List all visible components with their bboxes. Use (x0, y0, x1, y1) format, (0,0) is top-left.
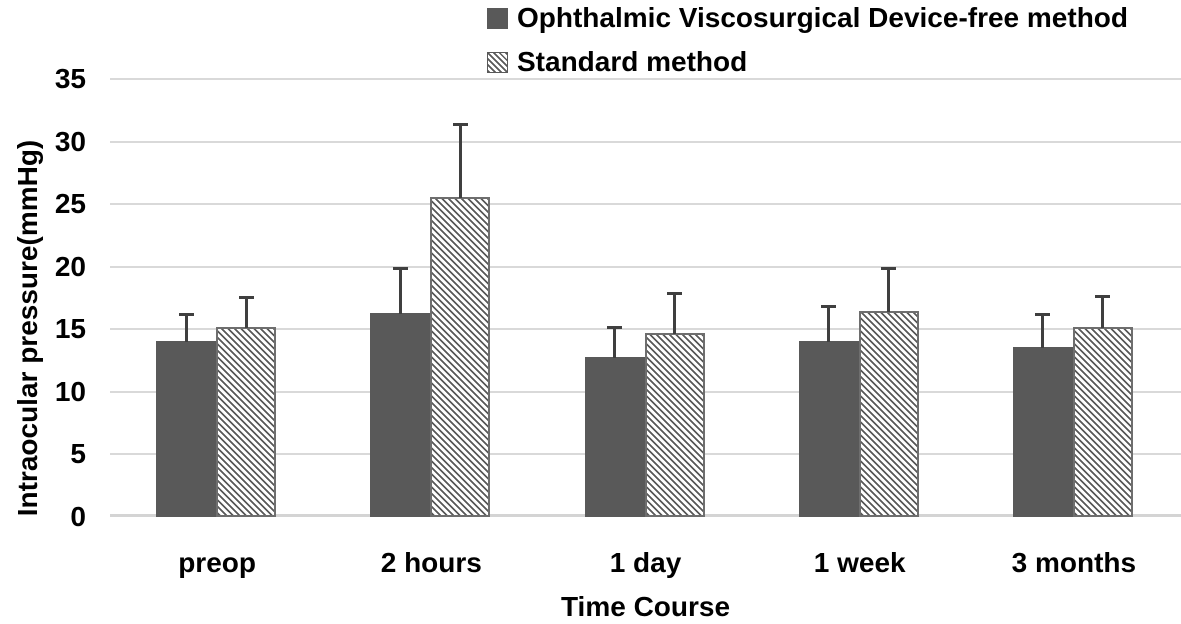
error-bar-cap (607, 325, 622, 329)
gridline (110, 328, 1181, 331)
standard-method-bar-1-week (858, 310, 919, 517)
error-bar-cap (881, 266, 897, 270)
x-tick-label-1-week: 1 week (813, 547, 906, 578)
error-bar-cap (178, 313, 194, 317)
error-bar-line (887, 267, 891, 312)
standard-method-bar-3-months (1072, 326, 1133, 517)
error-bar-line (458, 124, 462, 198)
x-tick-label-1-day: 1 day (609, 547, 682, 578)
y-tick-label-5: 5 (70, 438, 86, 470)
legend-item-standard-method: Standard method (487, 46, 1128, 78)
legend-marker-hatch-icon (487, 51, 508, 73)
ophthalmic-viscosurgical-device-free-method-bar-1-week (798, 340, 859, 517)
x-axis-title: Time Course (560, 591, 731, 622)
error-bar-cap (452, 123, 468, 127)
x-tick-label-preop: preop (178, 547, 256, 578)
error-bar-line (244, 296, 248, 328)
error-bar-line (827, 305, 831, 342)
x-tick-label-2-hours: 2 hours (380, 547, 482, 578)
error-bar-line (398, 267, 402, 315)
ophthalmic-viscosurgical-device-free-method-bar-3-months (1012, 346, 1073, 517)
gridline (110, 203, 1181, 206)
y-tick-label-10: 10 (54, 375, 86, 407)
error-bar-cap (238, 295, 254, 299)
legend-label: Standard method (517, 46, 748, 77)
y-tick-label-20: 20 (54, 250, 86, 282)
legend-marker-solid-icon (487, 7, 508, 29)
y-tick-label-30: 30 (54, 125, 86, 157)
ophthalmic-viscosurgical-device-free-method-bar-1-day (584, 356, 645, 517)
ophthalmic-viscosurgical-device-free-method-bar-preop (156, 340, 217, 517)
standard-method-bar-preop (216, 326, 277, 517)
legend-item-ophthalmic-viscosurgical-device-free-method: Ophthalmic Viscosurgical Device-free met… (487, 2, 1128, 34)
y-tick-label-0: 0 (70, 501, 86, 532)
gridline (110, 140, 1181, 143)
error-bar-line (184, 314, 188, 342)
error-bar-cap (392, 266, 408, 270)
error-bar-cap (821, 304, 837, 308)
standard-method-bar-1-day (644, 333, 705, 517)
gridline (110, 78, 1181, 80)
error-bar-line (1041, 314, 1045, 348)
error-bar-cap (1095, 294, 1111, 298)
error-bar-line (1101, 295, 1105, 328)
y-tick-label-35: 35 (54, 63, 86, 94)
legend-label: Ophthalmic Viscosurgical Device-free met… (517, 2, 1129, 33)
error-bar-line (613, 326, 616, 358)
error-bar-cap (1035, 313, 1051, 317)
plot-area (110, 78, 1181, 517)
x-tick-label-3-months: 3 months (1011, 547, 1137, 578)
gridline (110, 265, 1181, 268)
ophthalmic-viscosurgical-device-free-method-bar-2-hours (370, 313, 431, 517)
error-bar-line (673, 293, 676, 335)
error-bar-cap (667, 292, 682, 295)
y-tick-label-25: 25 (54, 188, 86, 220)
standard-method-bar-2-hours (430, 196, 491, 517)
y-tick-label-15: 15 (54, 313, 86, 345)
legend: Ophthalmic Viscosurgical Device-free met… (487, 2, 1128, 78)
